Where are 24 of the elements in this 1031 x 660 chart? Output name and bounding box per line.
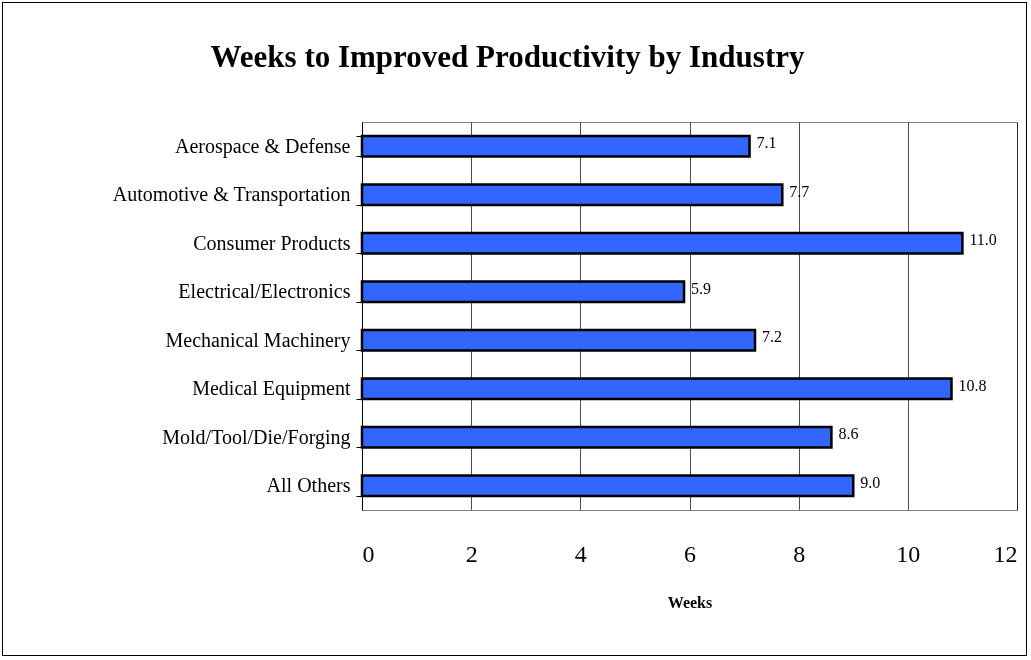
data-label: 10.8 <box>958 376 987 394</box>
y-tick-label: Mold/Tool/Die/Forging <box>162 425 351 449</box>
x-tick-label: 8 <box>793 540 806 567</box>
x-tick-label: 10 <box>896 540 921 567</box>
x-tick-label: 0 <box>362 540 375 567</box>
x-axis-title: Weeks <box>667 593 713 611</box>
data-label: 9.0 <box>860 473 881 491</box>
data-label: 5.9 <box>691 279 712 297</box>
x-tick-label: 12 <box>993 540 1018 567</box>
data-label: 11.0 <box>969 231 997 249</box>
x-tick-label: 2 <box>465 540 478 567</box>
x-tick-label: 6 <box>684 540 696 567</box>
y-tick-label: Automotive & Transportation <box>112 183 351 207</box>
y-tick-label: Consumer Products <box>193 231 351 254</box>
y-tick-label: Electrical/Electronics <box>178 280 351 303</box>
data-label: 8.6 <box>838 425 859 443</box>
chart-title: Weeks to Improved Productivity by Industry <box>210 39 805 74</box>
y-tick-label: All Others <box>266 474 351 497</box>
y-tick-label: Medical Equipment <box>192 377 351 401</box>
data-label: 7.1 <box>756 134 777 152</box>
x-tick-label: 4 <box>574 540 587 567</box>
data-label: 7.2 <box>762 328 782 346</box>
y-tick-label: Aerospace & Defense <box>175 134 351 158</box>
y-tick-label: Mechanical Machinery <box>165 328 351 352</box>
